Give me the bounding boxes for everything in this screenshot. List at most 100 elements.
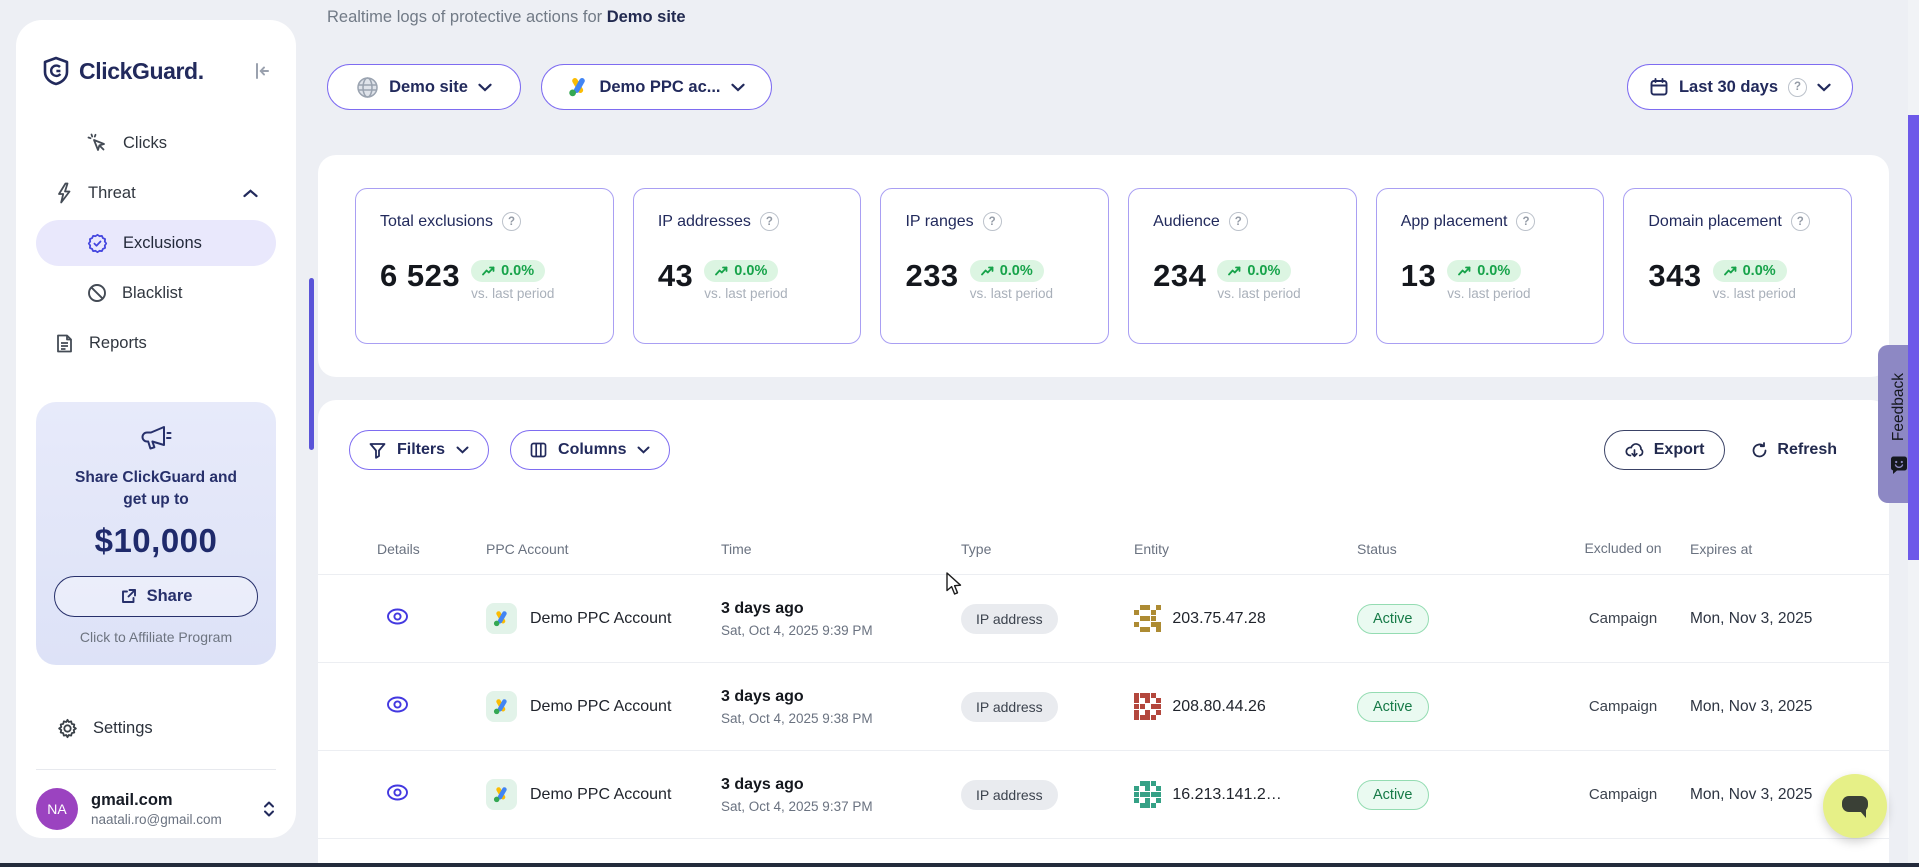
google-ads-icon — [486, 691, 517, 722]
ppc-account-selector[interactable]: Demo PPC ac... — [541, 64, 772, 110]
export-button[interactable]: Export — [1603, 430, 1726, 470]
col-header-status[interactable]: Status — [1357, 540, 1397, 557]
sidebar-item-exclusions[interactable]: Exclusions — [36, 220, 276, 266]
help-icon[interactable]: ? — [759, 212, 779, 231]
funnel-icon — [369, 442, 386, 459]
col-header-time[interactable]: Time — [721, 540, 752, 557]
col-header-details[interactable]: Details — [377, 540, 420, 557]
ppc-account-cell: Demo PPC Account — [486, 603, 721, 634]
sidebar-collapse-icon[interactable] — [252, 61, 272, 81]
sidebar-item-blacklist[interactable]: Blacklist — [36, 270, 276, 316]
table-header-row: Details PPC Account Time Type Entity Sta… — [318, 523, 1889, 575]
expires-at-cell: Mon, Nov 3, 2025 — [1690, 609, 1813, 627]
gear-icon — [57, 718, 78, 739]
ban-icon — [87, 283, 107, 303]
status-badge: Active — [1357, 691, 1429, 722]
stat-value: 43 — [657, 258, 694, 293]
help-icon[interactable]: ? — [1790, 212, 1810, 231]
col-header-entity[interactable]: Entity — [1134, 540, 1170, 557]
date-range-selector[interactable]: Last 30 days ? — [1627, 64, 1853, 110]
excluded-on-cell: Campaign — [1588, 698, 1658, 715]
user-info: gmail.com naatali.ro@gmail.com — [91, 791, 262, 827]
trend-up-icon — [482, 266, 495, 276]
entity-value: 203.75.47.28 — [1172, 609, 1266, 627]
sidebar-item-label: Exclusions — [123, 233, 202, 252]
ppc-account-cell: Demo PPC Account — [486, 779, 721, 810]
sidebar-item-clicks[interactable]: Clicks — [36, 120, 276, 166]
sidebar-item-reports[interactable]: Reports — [36, 320, 276, 366]
trend-up-icon — [1228, 266, 1241, 276]
entity-cell: 16.213.141.2… — [1134, 780, 1357, 809]
expires-at-cell: Mon, Nov 3, 2025 — [1690, 697, 1813, 715]
stat-value: 13 — [1400, 258, 1437, 293]
help-icon[interactable]: ? — [982, 212, 1002, 231]
sidebar-item-threat[interactable]: Threat — [36, 170, 276, 216]
app-title: ClickGuard. — [79, 57, 204, 84]
window-bottom-edge — [0, 863, 1919, 867]
chevron-up-down-icon — [262, 800, 276, 818]
stat-value: 233 — [905, 258, 959, 293]
columns-icon — [530, 442, 547, 458]
trend-up-icon — [980, 266, 994, 276]
excluded-on-cell: Campaign — [1588, 610, 1658, 627]
filters-button[interactable]: Filters — [349, 430, 490, 470]
entity-value: 16.213.141.2… — [1172, 785, 1282, 803]
chat-bubble-icon — [1840, 793, 1870, 819]
sidebar-divider — [36, 768, 276, 770]
chevron-up-icon — [243, 188, 258, 198]
account-switcher[interactable]: NA gmail.com naatali.ro@gmail.com — [36, 787, 276, 830]
type-badge: IP address — [961, 691, 1058, 722]
col-header-type[interactable]: Type — [961, 540, 992, 557]
chat-launcher-button[interactable] — [1823, 774, 1887, 838]
feedback-tab-label: Feedback — [1889, 373, 1907, 442]
promo-footer: Click to Affiliate Program — [79, 628, 233, 645]
view-details-eye-icon[interactable] — [386, 696, 409, 713]
table-row: Demo PPC Account 3 days ago Sat, Oct 4, … — [318, 751, 1889, 839]
google-ads-icon — [486, 779, 517, 810]
view-details-eye-icon[interactable] — [386, 608, 409, 625]
chevron-down-icon — [456, 446, 469, 454]
time-cell: 3 days ago Sat, Oct 4, 2025 9:39 PM — [721, 599, 873, 638]
table-row: Demo PPC Account 3 days ago Sat, Oct 4, … — [318, 663, 1889, 751]
stat-card-app-placement: App placement? 13 0.0% vs. last period — [1375, 188, 1605, 344]
columns-button[interactable]: Columns — [510, 430, 671, 470]
page-scrollbar-thumb[interactable] — [1908, 115, 1919, 560]
avatar: NA — [36, 787, 78, 830]
stat-card-audience: Audience? 234 0.0% vs. last period — [1128, 188, 1357, 344]
col-header-excluded-on[interactable]: Excluded on — [1584, 540, 1662, 557]
affiliate-promo-card[interactable]: Share ClickGuard and get up to $10,000 S… — [36, 402, 276, 665]
share-button[interactable]: Share — [54, 575, 258, 617]
help-icon[interactable]: ? — [1516, 212, 1536, 231]
ppc-account-cell: Demo PPC Account — [486, 691, 721, 722]
export-button-label: Export — [1653, 441, 1705, 458]
type-badge: IP address — [961, 603, 1058, 634]
help-icon[interactable]: ? — [501, 212, 521, 231]
settings-label: Settings — [93, 719, 153, 738]
entity-cell: 203.75.47.28 — [1134, 604, 1357, 633]
sidebar-item-label: Clicks — [123, 133, 167, 152]
google-ads-icon — [486, 603, 517, 634]
help-icon[interactable]: ? — [1788, 77, 1808, 97]
ppc-account-name: Demo PPC Account — [530, 697, 672, 715]
site-selector-label: Demo site — [389, 77, 468, 96]
cloud-download-icon — [1625, 442, 1644, 459]
col-header-ppc-account[interactable]: PPC Account — [486, 540, 569, 557]
expires-at-cell: Mon, Nov 3, 2025 — [1690, 785, 1813, 803]
page-subtitle: Realtime logs of protective actions for … — [327, 8, 686, 26]
help-icon[interactable]: ? — [1228, 212, 1248, 231]
col-header-expires-at[interactable]: Expires at — [1690, 540, 1753, 557]
view-details-eye-icon[interactable] — [386, 784, 409, 801]
share-button-label: Share — [146, 586, 193, 605]
badge-check-icon — [87, 233, 108, 254]
refresh-button-label: Refresh — [1777, 441, 1837, 458]
sidebar-item-settings[interactable]: Settings — [36, 707, 276, 751]
refresh-button[interactable]: Refresh — [1751, 441, 1837, 459]
google-ads-icon — [568, 77, 589, 97]
stat-card-ip-addresses: IP addresses? 43 0.0% vs. last period — [632, 188, 862, 344]
sidebar: ClickGuard. Clicks Threat — [16, 20, 314, 838]
ppc-account-selector-label: Demo PPC ac... — [599, 77, 721, 96]
sidebar-item-label: Blacklist — [122, 283, 183, 302]
stat-card-ip-ranges: IP ranges? 233 0.0% vs. last period — [880, 188, 1110, 344]
sidebar-scrollbar[interactable] — [309, 278, 314, 450]
site-selector[interactable]: Demo site — [327, 64, 521, 110]
